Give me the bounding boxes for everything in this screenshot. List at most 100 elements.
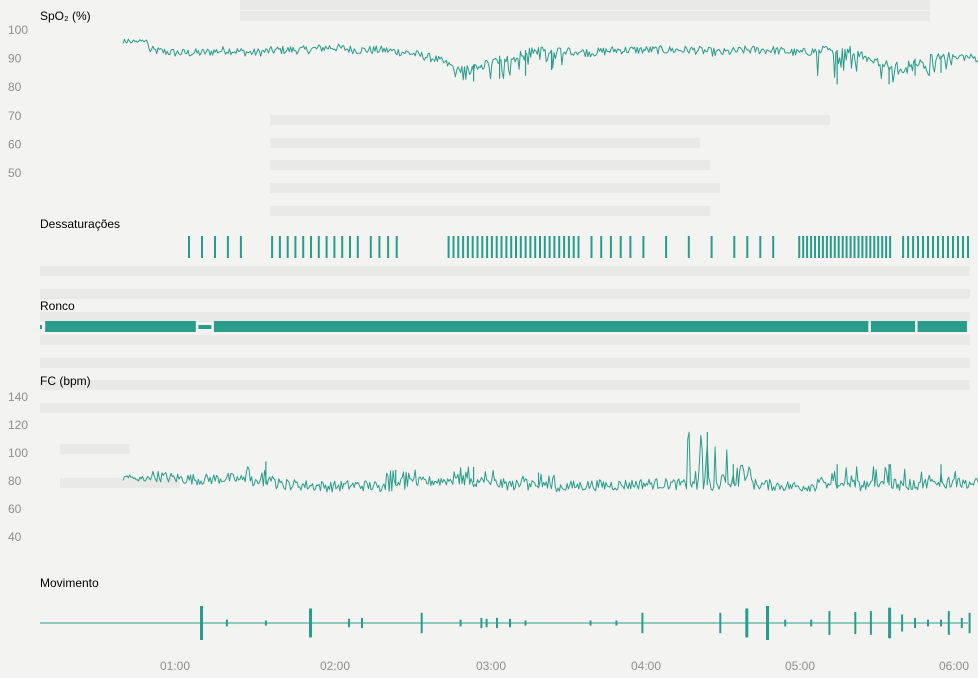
desaturation-event <box>932 236 934 258</box>
ghost-text-line <box>40 358 970 368</box>
y-tick-label: 90 <box>8 52 22 66</box>
desaturation-event <box>942 236 944 258</box>
desaturation-event <box>825 236 828 258</box>
desaturation-event <box>609 236 612 258</box>
desaturation-event <box>486 236 489 258</box>
desaturation-event <box>881 236 884 258</box>
desaturation-event <box>524 236 527 258</box>
y-tick-label: 80 <box>8 80 22 94</box>
desaturation-event <box>814 236 816 258</box>
desaturation-event <box>865 236 868 258</box>
x-axis-tick-labels: 01:00 02:00 03:00 04:00 05:00 06:00 <box>160 659 969 673</box>
desaturation-event <box>957 236 959 258</box>
desaturation-event <box>873 236 876 258</box>
desaturation-event <box>849 236 852 258</box>
x-tick-label: 02:00 <box>320 659 350 673</box>
snoring-segment <box>870 321 915 332</box>
desaturation-event <box>286 236 289 258</box>
desaturation-event <box>821 236 824 258</box>
desaturation-event <box>349 236 351 258</box>
movement-event <box>509 618 511 628</box>
desaturation-event <box>452 236 455 258</box>
x-tick-label: 06:00 <box>939 659 969 673</box>
movement-event <box>854 612 857 635</box>
ghost-text-line <box>40 289 970 299</box>
movement-event <box>940 619 942 627</box>
desaturation-event <box>912 236 915 258</box>
desaturation-event <box>833 236 836 258</box>
desaturation-event <box>333 236 336 258</box>
desaturation-event <box>845 236 848 258</box>
ghost-text-line <box>600 0 930 10</box>
movement-event <box>459 619 462 627</box>
snoring-segment <box>45 321 196 332</box>
desaturation-event <box>829 236 832 258</box>
movement-event <box>947 611 950 635</box>
movement-event <box>264 620 267 626</box>
y-tick-label: 140 <box>8 390 28 404</box>
desaturation-event <box>317 236 320 258</box>
desaturation-event <box>687 236 690 258</box>
snoring-segment <box>213 321 869 332</box>
desaturation-event <box>310 236 312 258</box>
movement-events <box>40 606 971 640</box>
y-tick-label: 40 <box>8 530 22 544</box>
desaturation-event <box>201 236 203 258</box>
desaturation-event <box>476 236 479 258</box>
desaturation-event <box>543 236 546 258</box>
desaturation-event <box>877 236 880 258</box>
movement-event <box>927 619 929 627</box>
movement-event <box>615 620 618 626</box>
movement-event <box>810 619 813 627</box>
ghost-text-line <box>600 11 930 21</box>
desaturation-event <box>907 236 910 258</box>
desaturation-event <box>447 236 450 258</box>
desaturation-event <box>462 236 465 258</box>
desaturation-event <box>869 236 872 258</box>
desaturation-event <box>902 236 905 258</box>
desaturation-event <box>746 236 749 258</box>
desaturation-event <box>457 236 460 258</box>
desaturation-event <box>558 236 561 258</box>
ghost-text-line <box>40 380 970 390</box>
desaturation-event <box>889 236 892 258</box>
desaturation-event <box>226 236 229 258</box>
movement-event <box>901 614 904 632</box>
desaturation-event <box>466 236 469 258</box>
desaturation-event <box>665 236 668 258</box>
x-tick-label: 01:00 <box>160 659 190 673</box>
y-tick-label: 100 <box>8 23 28 37</box>
movement-event <box>361 617 363 629</box>
desaturation-event <box>642 236 645 258</box>
desaturation-event <box>500 236 503 258</box>
movement-event <box>480 617 483 629</box>
desaturation-event <box>629 236 632 258</box>
movement-event <box>348 618 350 628</box>
desaturation-event <box>356 236 359 258</box>
ghost-text-line <box>270 138 700 148</box>
desaturation-event <box>387 236 390 258</box>
movement-event <box>745 608 749 638</box>
ghost-text-line <box>270 160 710 170</box>
desaturation-event <box>534 236 537 258</box>
desaturation-event <box>515 236 517 258</box>
movement-title: Movimento <box>40 576 99 590</box>
ghost-text-line <box>40 266 970 276</box>
desaturation-event <box>798 236 801 258</box>
x-tick-label: 05:00 <box>785 659 815 673</box>
movement-event <box>968 612 971 634</box>
desaturation-event <box>818 236 820 258</box>
desaturation-event <box>927 236 929 258</box>
ghost-text-line <box>270 115 830 125</box>
desaturation-event <box>577 236 580 258</box>
movement-event <box>914 617 916 629</box>
desaturation-event <box>600 236 603 258</box>
desaturation-event <box>278 236 281 258</box>
movement-event <box>784 619 787 627</box>
desaturation-event <box>548 236 551 258</box>
desaturation-event <box>188 236 190 258</box>
desaturation-event <box>759 236 762 258</box>
desaturation-event <box>214 236 216 258</box>
desaturation-event <box>572 236 575 258</box>
desaturation-event <box>962 236 964 258</box>
